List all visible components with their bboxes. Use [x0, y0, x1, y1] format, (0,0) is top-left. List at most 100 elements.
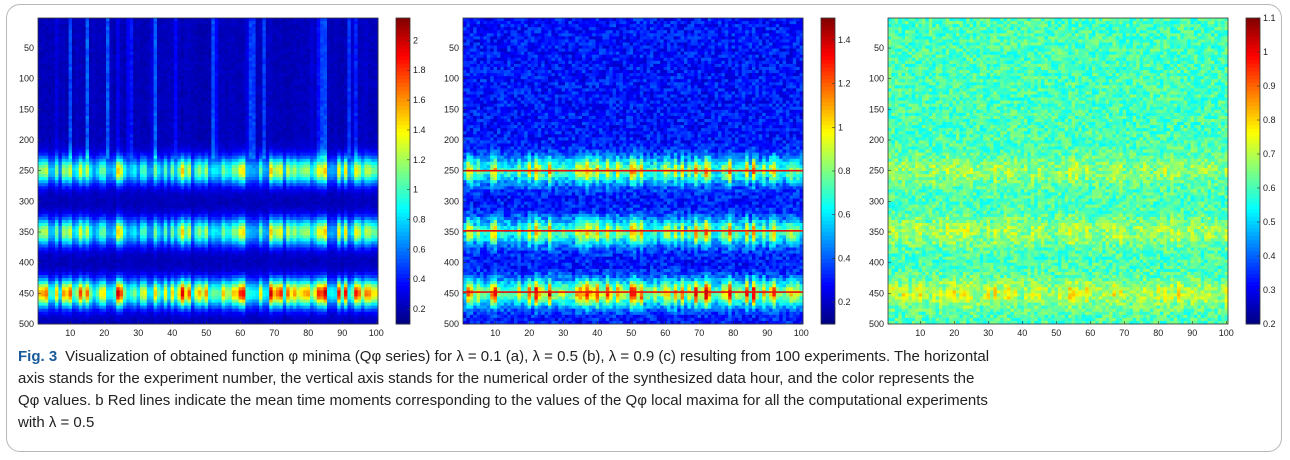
- heatmap-cell: [177, 143, 182, 147]
- heatmap-cell: [323, 97, 328, 102]
- heatmap-cell: [316, 122, 321, 126]
- heatmap-cell: [89, 149, 93, 154]
- heatmap-cell: [218, 109, 222, 114]
- heatmap-cell: [92, 88, 97, 92]
- heatmap-cell: [41, 158, 46, 163]
- heatmap-cell: [92, 155, 97, 160]
- heatmap-cell: [221, 79, 226, 83]
- heatmap-cell: [48, 51, 52, 56]
- heatmap-cell: [327, 30, 331, 34]
- heatmap-cell: [214, 88, 219, 92]
- heatmap-cell: [112, 39, 117, 43]
- heatmap-cell: [272, 103, 277, 108]
- heatmap-cell: [126, 97, 131, 102]
- heatmap-cell: [231, 70, 236, 74]
- heatmap-cell: [55, 103, 59, 108]
- heatmap-cell: [228, 42, 233, 46]
- heatmap-cell: [146, 109, 151, 114]
- heatmap-cell: [371, 21, 375, 25]
- heatmap-cell: [252, 125, 256, 129]
- heatmap-cell: [350, 118, 355, 123]
- heatmap-cell: [225, 21, 229, 25]
- heatmap-cell: [187, 48, 192, 53]
- heatmap-cell: [286, 21, 290, 25]
- heatmap-cell: [150, 146, 154, 150]
- heatmap-cell: [48, 155, 52, 160]
- heatmap-cell: [106, 24, 110, 28]
- heatmap-cell: [279, 91, 284, 95]
- heatmap-cell: [160, 60, 165, 65]
- heatmap-cell: [38, 149, 42, 154]
- heatmap-cell: [146, 36, 151, 40]
- heatmap-cell: [55, 122, 59, 126]
- heatmap-cell: [75, 149, 80, 154]
- heatmap-cell: [344, 30, 348, 34]
- heatmap-cell: [327, 143, 331, 147]
- heatmap-cell: [316, 164, 321, 169]
- heatmap-cell: [313, 54, 318, 59]
- heatmap-cell: [109, 137, 114, 141]
- heatmap-cell: [228, 79, 233, 83]
- heatmap-cell: [51, 36, 56, 40]
- heatmap-cell: [82, 161, 86, 166]
- heatmap-cell: [208, 63, 212, 68]
- heatmap-cell: [194, 164, 199, 169]
- heatmap-cell: [89, 167, 93, 172]
- heatmap-cell: [174, 63, 178, 68]
- heatmap-cell: [146, 60, 151, 65]
- heatmap-cell: [143, 54, 148, 59]
- heatmap-cell: [313, 45, 318, 49]
- heatmap-cell: [255, 140, 260, 144]
- heatmap-cell: [225, 36, 229, 40]
- heatmap-cell: [163, 60, 168, 65]
- heatmap-cell: [197, 18, 202, 22]
- heatmap-cell: [330, 112, 335, 117]
- heatmap-cell: [95, 137, 100, 141]
- heatmap-cell: [143, 143, 148, 147]
- heatmap-cell: [225, 30, 229, 34]
- heatmap-cell: [112, 45, 117, 49]
- heatmap-cell: [38, 48, 42, 53]
- heatmap-cell: [371, 82, 375, 86]
- heatmap-cell: [187, 140, 192, 144]
- heatmap-cell: [228, 63, 233, 68]
- heatmap-cell: [157, 125, 161, 129]
- heatmap-cell: [327, 76, 331, 80]
- heatmap-cell: [242, 109, 246, 114]
- heatmap-cell: [357, 140, 362, 144]
- heatmap-cell: [102, 137, 107, 141]
- heatmap-cell: [197, 122, 202, 126]
- heatmap-cell: [75, 125, 80, 129]
- heatmap-cell: [333, 131, 338, 135]
- heatmap-cell: [316, 131, 321, 135]
- heatmap-cell: [44, 91, 49, 95]
- heatmap-cell: [262, 73, 267, 77]
- heatmap-cell: [194, 45, 199, 49]
- heatmap-cell: [272, 73, 277, 77]
- heatmap-cell: [320, 118, 324, 123]
- heatmap-cell: [235, 76, 239, 80]
- heatmap-cell: [367, 158, 372, 163]
- heatmap-cell: [374, 146, 379, 150]
- heatmap-cell: [92, 112, 97, 117]
- heatmap-cell: [225, 24, 229, 28]
- heatmap-cell: [170, 60, 175, 65]
- heatmap-cell: [191, 18, 195, 22]
- heatmap-cell: [174, 27, 178, 31]
- heatmap-cell: [102, 94, 107, 98]
- heatmap-cell: [361, 94, 365, 98]
- heatmap-cell: [299, 146, 304, 150]
- heatmap-cell: [58, 152, 63, 157]
- heatmap-cell: [262, 54, 267, 59]
- heatmap-cell: [367, 94, 372, 98]
- heatmap-cell: [262, 167, 267, 172]
- heatmap-cell: [174, 125, 178, 129]
- heatmap-cell: [344, 60, 348, 65]
- heatmap-cell: [231, 45, 236, 49]
- heatmap-cell: [143, 134, 148, 138]
- heatmap-cell: [218, 122, 222, 126]
- heatmap-cell: [265, 103, 270, 108]
- heatmap-cell: [371, 152, 375, 157]
- heatmap-cell: [242, 73, 246, 77]
- heatmap-cell: [140, 30, 144, 34]
